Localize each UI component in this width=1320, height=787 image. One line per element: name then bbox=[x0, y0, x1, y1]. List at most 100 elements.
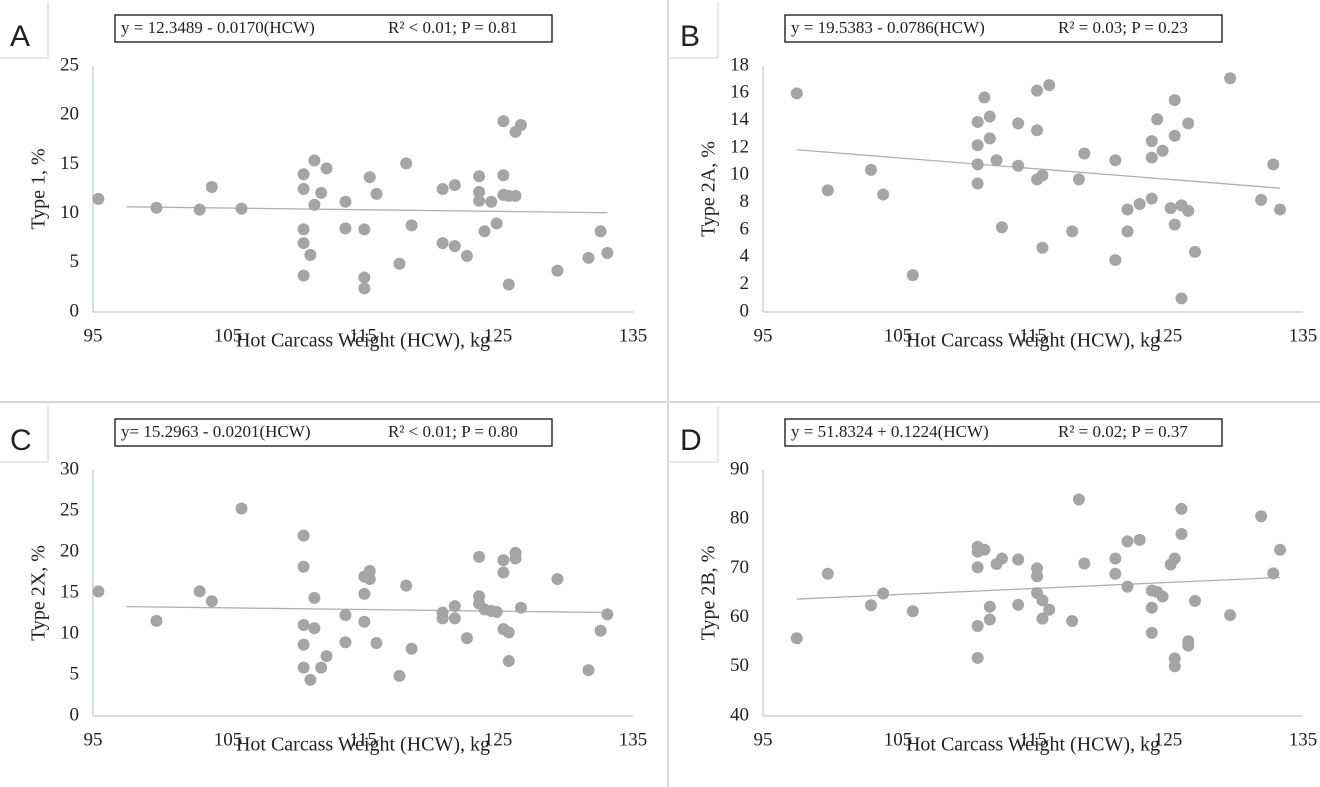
x-tick-label: 115 bbox=[349, 729, 377, 750]
x-tick-label: 125 bbox=[1154, 325, 1183, 346]
data-point bbox=[363, 564, 376, 577]
y-tick-label: 20 bbox=[60, 540, 79, 561]
data-point bbox=[205, 181, 218, 194]
data-point bbox=[473, 170, 486, 183]
data-point bbox=[1043, 79, 1056, 92]
data-point bbox=[790, 632, 803, 645]
data-point bbox=[473, 550, 486, 563]
stats: R² < 0.01; P = 0.80 bbox=[388, 422, 518, 441]
data-point bbox=[497, 115, 510, 128]
data-point bbox=[1072, 493, 1085, 506]
data-point bbox=[551, 264, 564, 277]
x-tick-label: 115 bbox=[1019, 729, 1047, 750]
data-point bbox=[448, 179, 461, 192]
y-tick-label: 0 bbox=[70, 704, 80, 725]
data-point bbox=[983, 613, 996, 626]
y-tick-label: 2 bbox=[740, 273, 750, 294]
data-point bbox=[582, 251, 595, 264]
data-point bbox=[358, 223, 371, 236]
data-point bbox=[1121, 535, 1134, 548]
data-point bbox=[358, 587, 371, 600]
data-point bbox=[1066, 615, 1079, 628]
x-tick-label: 125 bbox=[484, 729, 513, 750]
data-point bbox=[370, 187, 383, 200]
data-point bbox=[315, 186, 328, 199]
data-point bbox=[1274, 203, 1287, 216]
data-point bbox=[1224, 72, 1237, 85]
data-point bbox=[1182, 117, 1195, 130]
x-tick-label: 105 bbox=[214, 729, 243, 750]
data-point bbox=[1012, 553, 1025, 566]
data-point bbox=[1109, 567, 1122, 580]
y-tick-label: 80 bbox=[730, 508, 749, 529]
data-point bbox=[509, 552, 522, 565]
data-point bbox=[297, 638, 310, 651]
data-point bbox=[1036, 169, 1049, 182]
annotation-box bbox=[114, 14, 553, 43]
data-point bbox=[150, 614, 163, 627]
data-point bbox=[460, 249, 473, 262]
data-point bbox=[551, 573, 564, 586]
data-point bbox=[995, 221, 1008, 234]
x-axis-label: Hot Carcass Weight (HCW), kg bbox=[906, 734, 1160, 756]
data-point bbox=[393, 257, 406, 270]
data-point bbox=[502, 626, 515, 639]
data-point bbox=[1012, 598, 1025, 611]
data-point bbox=[509, 189, 522, 202]
stats: R² < 0.01; P = 0.81 bbox=[388, 18, 518, 37]
data-point bbox=[1224, 609, 1237, 622]
data-point bbox=[1145, 135, 1158, 148]
y-tick-label: 25 bbox=[60, 54, 79, 75]
y-tick-label: 10 bbox=[730, 164, 749, 185]
data-point bbox=[308, 591, 321, 604]
trend-line bbox=[126, 605, 608, 614]
x-tick-label: 135 bbox=[619, 325, 648, 346]
data-point bbox=[1121, 225, 1134, 238]
data-point bbox=[92, 192, 105, 205]
data-point bbox=[339, 222, 352, 235]
y-tick-label: 18 bbox=[730, 54, 749, 75]
data-point bbox=[594, 225, 607, 238]
data-point bbox=[1175, 292, 1188, 305]
data-point bbox=[1189, 594, 1201, 607]
y-tick-label: 16 bbox=[730, 82, 749, 103]
data-point bbox=[1168, 552, 1181, 565]
data-point bbox=[865, 599, 877, 612]
data-point bbox=[601, 246, 614, 259]
data-point bbox=[971, 619, 984, 632]
data-point bbox=[821, 184, 834, 197]
x-tick-label: 95 bbox=[754, 729, 773, 750]
data-point bbox=[235, 202, 248, 215]
data-point bbox=[1121, 580, 1134, 593]
y-tick-label: 50 bbox=[730, 655, 749, 676]
data-point bbox=[971, 561, 984, 574]
data-point bbox=[514, 601, 527, 614]
data-point bbox=[1168, 94, 1181, 107]
data-point bbox=[308, 622, 321, 635]
data-point bbox=[478, 225, 491, 238]
data-point bbox=[320, 650, 333, 663]
x-tick-label: 135 bbox=[1289, 729, 1318, 750]
data-point bbox=[1066, 225, 1079, 238]
stats: R² = 0.02; P = 0.37 bbox=[1058, 422, 1188, 441]
data-point bbox=[308, 198, 321, 211]
data-point bbox=[1133, 198, 1146, 211]
data-point bbox=[1012, 117, 1025, 130]
data-point bbox=[1145, 601, 1158, 614]
data-point bbox=[1274, 543, 1287, 556]
data-point bbox=[971, 651, 984, 664]
stats: R² = 0.03; P = 0.23 bbox=[1058, 18, 1188, 37]
data-point bbox=[1031, 84, 1044, 97]
data-point bbox=[363, 171, 376, 184]
data-point bbox=[1109, 552, 1122, 565]
data-point bbox=[339, 195, 352, 208]
data-point bbox=[1255, 193, 1268, 206]
y-tick-label: 8 bbox=[740, 191, 750, 212]
data-point bbox=[304, 248, 317, 261]
panel-letter: B bbox=[680, 20, 700, 53]
data-point bbox=[436, 237, 449, 250]
data-point bbox=[1267, 158, 1280, 171]
data-point bbox=[1145, 626, 1158, 639]
